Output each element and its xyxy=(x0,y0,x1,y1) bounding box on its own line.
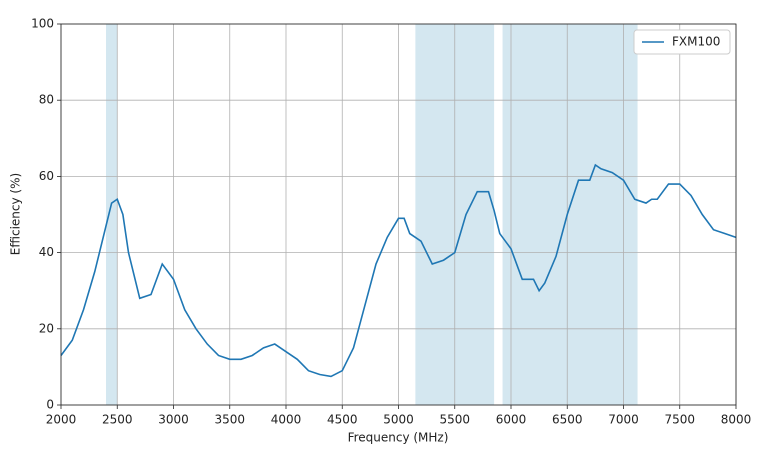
x-tick-label: 2500 xyxy=(102,413,133,427)
x-tick-label: 8000 xyxy=(721,413,752,427)
x-tick-label: 6500 xyxy=(552,413,583,427)
x-tick-label: 6000 xyxy=(496,413,527,427)
x-axis-label: Frequency (MHz) xyxy=(348,431,449,445)
highlight-band xyxy=(106,24,118,405)
y-axis-label: Efficiency (%) xyxy=(9,173,23,255)
x-tick-label: 3500 xyxy=(214,413,245,427)
y-tick-label: 100 xyxy=(31,17,54,31)
plot-frame xyxy=(60,23,737,406)
x-tick-label: 7000 xyxy=(608,413,639,427)
legend-label: FXM100 xyxy=(672,35,720,49)
y-tick-label: 80 xyxy=(39,93,54,107)
y-tick-label: 40 xyxy=(39,245,54,259)
data-line xyxy=(60,163,737,378)
highlight-band xyxy=(502,24,638,405)
y-tick-label: 20 xyxy=(39,321,54,335)
x-tick-label: 5500 xyxy=(439,413,470,427)
x-tick-label: 3000 xyxy=(158,413,189,427)
x-tick-label: 4000 xyxy=(271,413,302,427)
x-tick-label: 2000 xyxy=(46,413,77,427)
x-tick-label: 5000 xyxy=(383,413,414,427)
x-tick-label: 7500 xyxy=(664,413,695,427)
y-tick-label: 0 xyxy=(46,398,54,412)
legend-box xyxy=(633,29,731,55)
x-tick-label: 4500 xyxy=(327,413,358,427)
y-tick-label: 60 xyxy=(39,169,54,183)
